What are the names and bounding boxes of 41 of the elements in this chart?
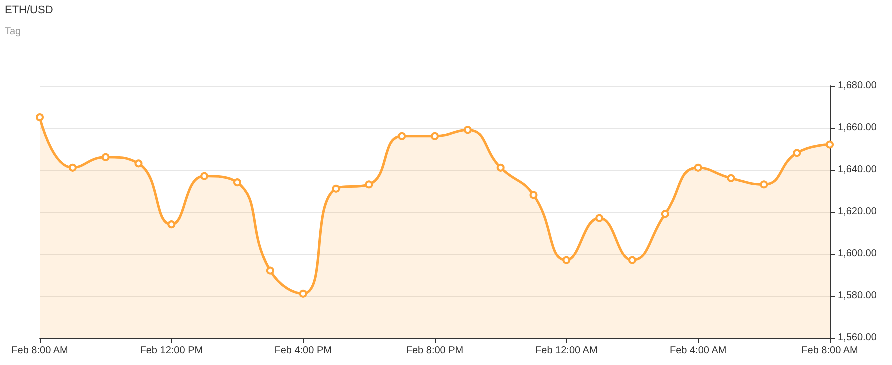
x-tick-label: Feb 8:00 AM xyxy=(802,346,858,356)
point xyxy=(234,178,242,187)
point xyxy=(266,266,274,275)
x-tick-label: Feb 8:00 PM xyxy=(406,346,464,356)
chart-subtitle: Tag xyxy=(5,26,22,38)
point xyxy=(661,210,670,218)
point xyxy=(299,290,308,298)
x-tick-label: Feb 4:00 PM xyxy=(274,346,332,356)
point xyxy=(727,174,736,182)
y-tick-label: 1,660.00 xyxy=(838,122,878,134)
point xyxy=(496,164,505,172)
y-tick-label: 1,680.00 xyxy=(838,80,878,92)
x-tick-label: Feb 4:00 AM xyxy=(670,346,727,356)
point xyxy=(694,164,702,172)
y-tick-label: 1,580.00 xyxy=(838,290,878,302)
x-tick-label: Feb 8:00 AM xyxy=(12,346,68,356)
point xyxy=(596,214,604,222)
point xyxy=(168,220,176,229)
point xyxy=(68,164,77,172)
point xyxy=(431,132,439,140)
y-tick-label: 1,640.00 xyxy=(838,164,878,176)
point xyxy=(200,172,209,180)
y-tick-label: 1,620.00 xyxy=(838,206,878,218)
point xyxy=(134,160,143,168)
point xyxy=(464,126,472,134)
x-tick-label: Feb 12:00 PM xyxy=(140,346,204,356)
chart-title: ETH/USD xyxy=(5,4,54,16)
point xyxy=(530,191,538,200)
y-tick-label: 1,560.00 xyxy=(838,332,878,344)
point xyxy=(628,256,636,264)
point xyxy=(793,149,802,158)
point xyxy=(398,132,406,140)
point xyxy=(826,140,834,149)
y-tick-label: 1,600.00 xyxy=(838,248,878,260)
point xyxy=(562,256,571,264)
point xyxy=(365,180,374,189)
x-tick-label: Feb 12:00 AM xyxy=(536,346,598,356)
point xyxy=(102,153,110,162)
point xyxy=(332,184,340,193)
point xyxy=(36,114,44,122)
point xyxy=(760,180,768,189)
